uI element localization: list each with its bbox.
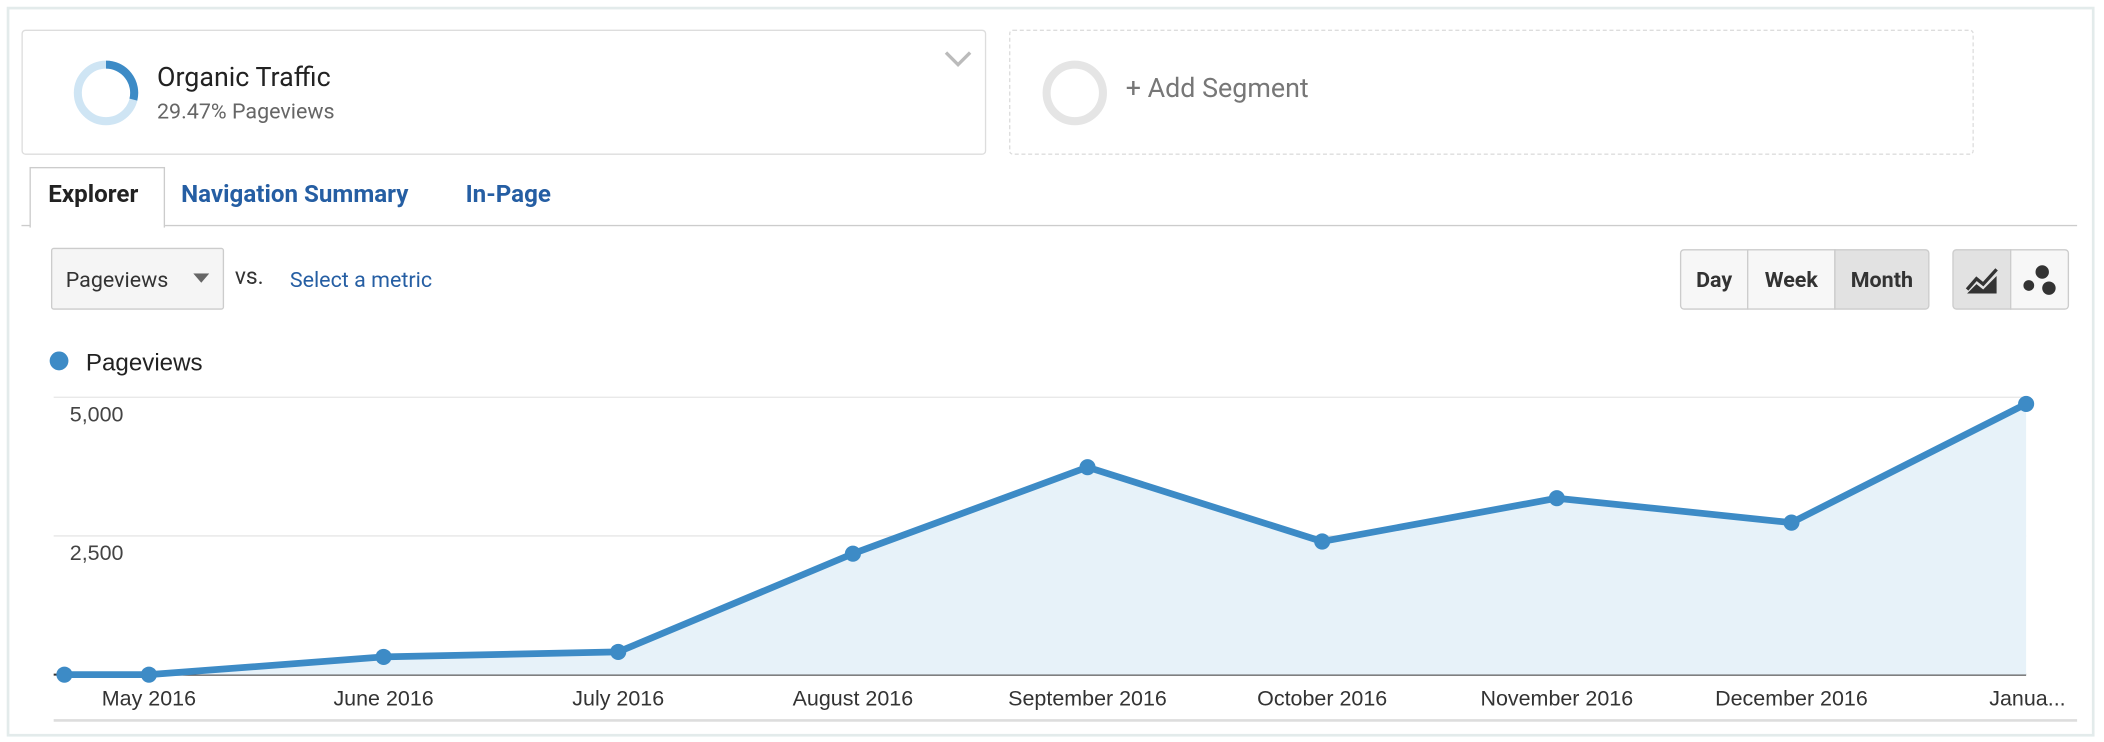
x-tick-label: June 2016 xyxy=(333,687,433,711)
segment-subtitle: 29.47% Pageviews xyxy=(156,98,335,124)
x-tick-label: Janua... xyxy=(1989,687,2065,711)
add-segment[interactable]: + Add Segment xyxy=(1125,71,1309,104)
point xyxy=(140,666,157,683)
point xyxy=(1314,533,1331,550)
chart: 2,500 5,000 Pageviews May 2016 June 2016 July… xyxy=(49,349,2078,722)
y-tick-label: 5,000 xyxy=(70,402,124,426)
x-tick-label: August 2016 xyxy=(793,687,914,711)
metric-dropdown[interactable]: Pageviews xyxy=(50,247,225,310)
legend-label: Pageviews xyxy=(86,349,203,376)
x-tick-label: December 2016 xyxy=(1715,687,1868,711)
x-tick-label: November 2016 xyxy=(1480,687,1633,711)
line-view-button[interactable] xyxy=(1952,249,2012,310)
point xyxy=(844,545,861,562)
point xyxy=(1783,514,1800,531)
point xyxy=(1548,490,1565,507)
period-button[interactable]: Month xyxy=(1834,249,1930,310)
active-tab[interactable] xyxy=(29,166,166,228)
period-button[interactable]: Week xyxy=(1747,249,1836,310)
segment-title: Organic Traffic xyxy=(156,60,331,93)
point xyxy=(610,643,627,660)
motion-view-button[interactable] xyxy=(2010,249,2070,310)
legend-dot xyxy=(49,351,69,371)
panel-border xyxy=(6,6,2095,737)
x-tick-label: October 2016 xyxy=(1257,687,1387,711)
empty-donut xyxy=(1042,60,1107,126)
y-tick-label: 2,500 xyxy=(70,541,124,565)
metric: Pageviews xyxy=(65,266,169,293)
x-tick-label: May 2016 xyxy=(102,687,196,711)
tab[interactable]: Explorer xyxy=(48,180,139,209)
x-tick-label: July 2016 xyxy=(572,687,664,711)
tab-line xyxy=(21,224,2078,227)
point xyxy=(56,666,73,683)
x-tick-label: September 2016 xyxy=(1008,687,1167,711)
select-metric[interactable]: Select a metric xyxy=(289,266,433,293)
point xyxy=(375,648,392,665)
chevron[interactable] xyxy=(943,50,973,69)
period-button[interactable]: Day xyxy=(1679,249,1749,310)
add-segment-card[interactable]: + Add Segment xyxy=(1009,29,1974,155)
point xyxy=(1079,459,1096,476)
point xyxy=(2018,395,2035,412)
tab[interactable]: In-Page xyxy=(465,180,551,209)
tab[interactable]: Navigation Summary xyxy=(181,180,409,209)
area xyxy=(64,403,2027,675)
segment-donut xyxy=(73,60,139,126)
segment-card[interactable]: Organic Traffic 29.47% Pageviews xyxy=(21,29,987,155)
line xyxy=(64,400,2028,679)
caret xyxy=(193,273,210,283)
vs-label: vs. xyxy=(234,263,264,291)
